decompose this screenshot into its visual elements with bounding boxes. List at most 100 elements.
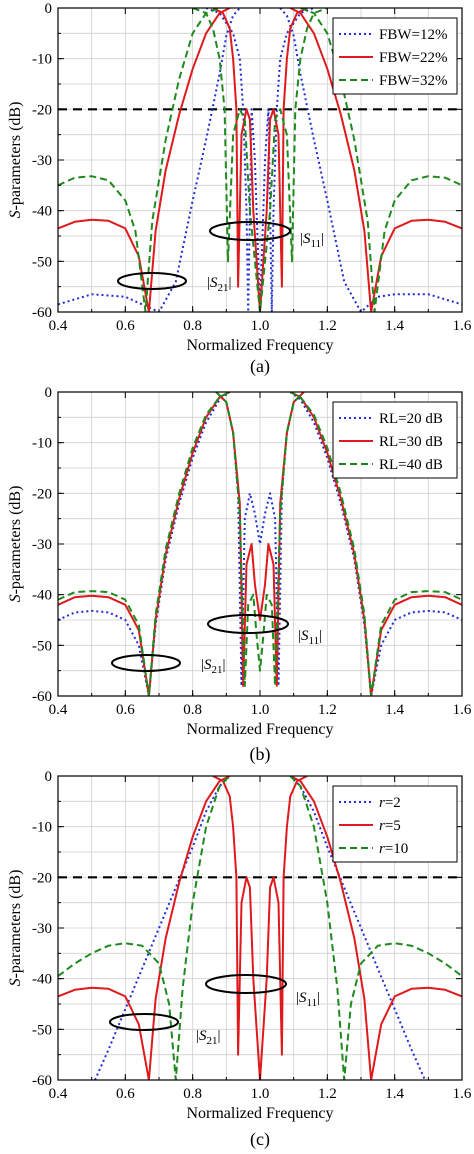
y-axis-label-italic: S	[7, 594, 24, 602]
y-tick-label: -50	[32, 638, 52, 654]
s21-annotation-bar: |	[201, 657, 204, 673]
x-tick-label: 1.0	[251, 1086, 270, 1102]
s21-annotation-s: S	[204, 657, 212, 673]
series-line-s21	[289, 776, 426, 1080]
series-line-s11	[192, 8, 328, 312]
series-line-s21	[289, 392, 462, 696]
s11-annotation-s: S	[303, 231, 311, 247]
legend-label: RL=20 dB	[379, 411, 443, 427]
s11-annotation-label: |S11|	[300, 231, 324, 250]
s21-annotation-label: |S21|	[196, 1028, 221, 1047]
s11-annotation-sub: 11	[307, 997, 318, 1009]
panel-a: 0.4 0.6 0.8 1.0 1.2 1.4 1.6 0 -10 -20 -30 -40 -50 -60…	[7, 1, 472, 377]
series-line-s21	[279, 8, 462, 312]
panel-c: 0.4 0.6 0.8 1.0 1.2 1.4 1.6 0 -10 -20 -30 -40 -50 -60…	[7, 769, 472, 1150]
s11-annotation-bar2: |	[321, 231, 324, 247]
series-line-s21	[289, 392, 462, 696]
y-tick-label: 0	[45, 385, 53, 401]
s21-annotation-bar2: |	[229, 275, 232, 291]
legend: r=2r=5r=10	[332, 785, 458, 863]
s21-annotation-bar2: |	[218, 1028, 221, 1044]
x-tick-label: 0.6	[116, 702, 135, 718]
s11-annotation-s: S	[301, 628, 309, 644]
series-line-s21	[289, 392, 462, 696]
y-tick-label: -50	[32, 1022, 52, 1038]
y-axis-label-rest: -parameters (dB)	[7, 486, 24, 595]
s11-annotation-sub: 11	[311, 238, 322, 250]
legend-label-rest: =10	[385, 841, 408, 857]
s21-annotation-bar: |	[196, 1028, 199, 1044]
s21-annotation-sub: 21	[212, 664, 223, 676]
x-tick-label: 1.0	[251, 702, 270, 718]
s11-annotation-bar2: |	[319, 628, 322, 644]
series-line-s21	[58, 8, 220, 312]
s11-annotation-ellipse	[205, 974, 287, 994]
s11-annotation-ellipse	[207, 614, 289, 634]
series-line-s21	[289, 776, 462, 1080]
y-tick-label: -10	[32, 52, 52, 68]
s21-annotation-label: |S21|	[201, 657, 226, 676]
series-line-s21	[58, 776, 231, 1080]
s11-annotation-label: |S11|	[296, 990, 320, 1009]
y-tick-label: -10	[32, 820, 52, 836]
s11-annotation-s: S	[299, 990, 307, 1006]
panel-caption: (a)	[250, 356, 270, 377]
y-tick-label: 0	[45, 1, 53, 17]
s11-annotation-bar: |	[300, 231, 303, 247]
x-axis-label: Normalized Frequency	[186, 721, 333, 738]
x-tick-label: 0.8	[183, 1086, 202, 1102]
series-group	[58, 392, 462, 696]
y-axis-label-rest: -parameters (dB)	[7, 870, 24, 979]
series-line-s21	[300, 8, 462, 312]
series-group	[58, 776, 462, 1080]
legend-label: RL=40 dB	[379, 457, 443, 473]
legend-label-italic: r	[379, 818, 385, 834]
s21-annotation-s: S	[210, 275, 218, 291]
s21-annotation-sub: 21	[218, 282, 229, 294]
series-line-s21	[94, 776, 231, 1080]
panel-b: 0.4 0.6 0.8 1.0 1.2 1.4 1.6 0 -10 -20 -30 -40 -50 -60…	[7, 385, 472, 765]
legend-label: FBW=32%	[379, 73, 447, 89]
legend: RL=20 dB RL=30 dB RL=40 dB	[332, 401, 458, 479]
panel-caption: (c)	[250, 1129, 270, 1150]
x-tick-label: 1.4	[385, 318, 404, 334]
y-tick-label: -60	[32, 689, 52, 705]
series-line-s11	[215, 392, 305, 687]
s21-annotation-bar: |	[207, 275, 210, 291]
legend-label-italic: r	[379, 795, 385, 811]
series-line-s21	[289, 8, 462, 312]
series-line-s11	[212, 776, 308, 1080]
x-tick-label: 1.4	[385, 1086, 404, 1102]
y-axis-label-italic: S	[7, 978, 24, 986]
legend-label: r=5	[379, 818, 401, 834]
x-tick-label: 0.6	[116, 318, 135, 334]
legend-label-rest: =2	[385, 795, 401, 811]
s21-annotation-ellipse	[111, 654, 181, 672]
series-group	[58, 8, 462, 312]
x-axis-label: Normalized Frequency	[186, 1105, 333, 1122]
y-tick-label: -40	[32, 204, 52, 220]
x-tick-label: 0.6	[116, 1086, 135, 1102]
y-tick-label: -40	[32, 588, 52, 604]
y-tick-label: -20	[32, 870, 52, 886]
legend: FBW=12% FBW=22% FBW=32%	[332, 17, 458, 95]
y-axis-label: S-parameters (dB)	[7, 486, 24, 603]
x-tick-label: 1.0	[251, 318, 270, 334]
y-tick-label: -60	[32, 305, 52, 321]
panel-caption: (b)	[250, 744, 271, 765]
legend-label: RL=30 dB	[379, 434, 443, 450]
series-line-s21	[58, 776, 231, 1080]
legend-label-italic: r	[379, 841, 385, 857]
y-tick-label: -10	[32, 436, 52, 452]
x-tick-label: 0.4	[49, 318, 68, 334]
x-tick-label: 1.2	[318, 1086, 337, 1102]
x-tick-label: 1.2	[318, 702, 337, 718]
s21-annotation-ellipse	[117, 272, 187, 290]
ticks	[57, 7, 463, 313]
y-axis-label: S-parameters (dB)	[7, 102, 24, 219]
x-tick-label: 1.6	[453, 702, 472, 718]
y-tick-label: -20	[32, 102, 52, 118]
x-tick-label: 0.4	[49, 1086, 68, 1102]
